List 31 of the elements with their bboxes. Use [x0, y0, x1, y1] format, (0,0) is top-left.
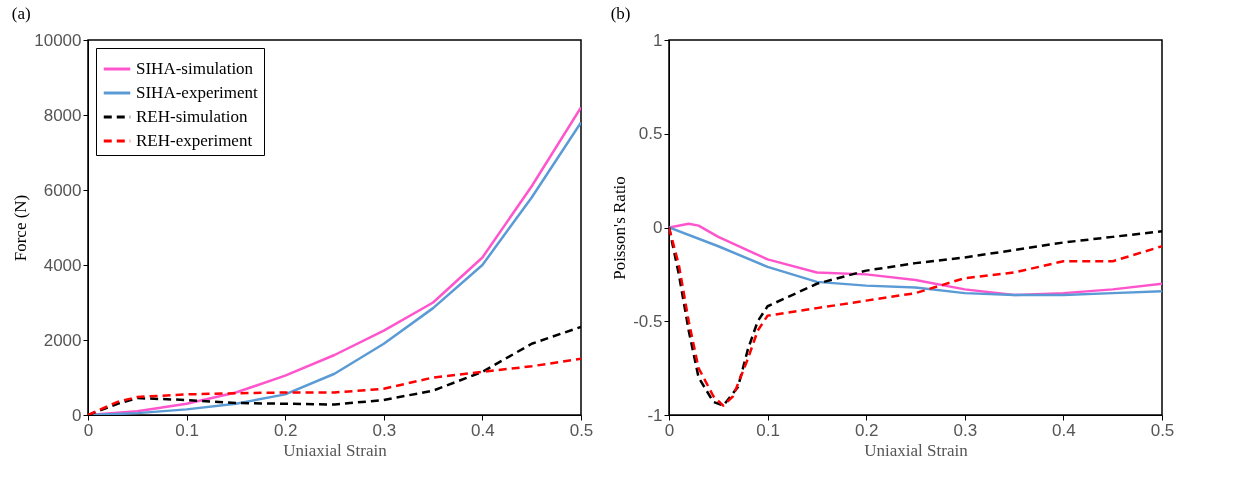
- x-tick-label: 0.2: [273, 420, 298, 440]
- y-tick-label: 4000: [43, 255, 82, 275]
- y-tick-label: 6000: [43, 180, 82, 200]
- legend-label: REH-experiment: [136, 131, 253, 150]
- y-axis-title: Force (N): [11, 194, 31, 262]
- y-tick-label: -1: [647, 405, 663, 425]
- y-tick-label: 0: [72, 405, 82, 425]
- y-tick-label: 0: [653, 218, 663, 237]
- x-tick-label: 0.3: [372, 420, 397, 440]
- y-tick-label: 0.5: [638, 124, 663, 144]
- y-tick-label: 10000: [34, 30, 82, 50]
- x-tick-label: 0.2: [854, 420, 879, 440]
- chart-title: (a): [11, 4, 31, 23]
- x-axis-title: Uniaxial Strain: [283, 440, 388, 460]
- y-tick-label: 2000: [43, 330, 82, 350]
- chart-title: (b): [610, 4, 631, 23]
- legend-label: SIHA-experiment: [136, 83, 259, 102]
- legend-label: REH-simulation: [136, 107, 248, 126]
- x-tick-label: 0.5: [1150, 420, 1175, 440]
- x-tick-label: 0.4: [471, 420, 495, 440]
- y-axis-title: Poisson's Ratio: [610, 176, 630, 280]
- x-axis-title: Uniaxial Strain: [864, 440, 969, 460]
- legend-label: SIHA-simulation: [136, 59, 254, 78]
- y-tick-label: -0.5: [633, 311, 663, 331]
- y-tick-label: 1: [653, 30, 663, 50]
- x-tick-label: 0.4: [1052, 420, 1076, 440]
- x-tick-label: 0.3: [953, 420, 978, 440]
- x-tick-label: 0.5: [569, 420, 594, 440]
- x-tick-label: 0.1: [175, 420, 199, 440]
- y-tick-label: 8000: [43, 105, 82, 125]
- x-tick-label: 0.1: [756, 420, 780, 440]
